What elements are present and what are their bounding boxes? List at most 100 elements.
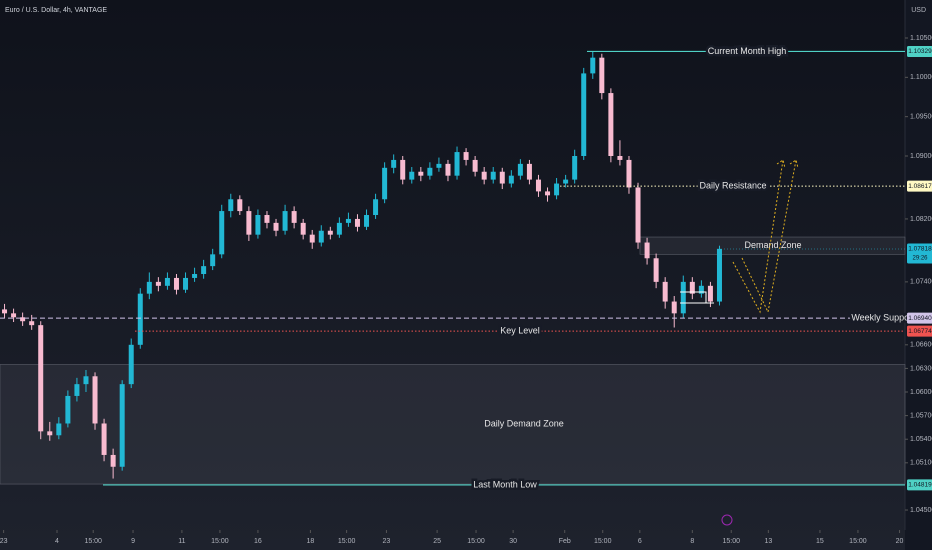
candle-body: [119, 384, 125, 467]
candle-body: [47, 431, 53, 436]
x-tick-label: 15:00: [849, 538, 867, 545]
candle-body: [508, 175, 514, 184]
candle-body: [689, 281, 695, 294]
candle-body: [318, 230, 324, 243]
x-tick-label: 15: [816, 538, 824, 545]
candle-body: [56, 423, 62, 436]
candle-body: [300, 222, 306, 235]
candle-body: [11, 313, 17, 318]
x-tick-label: 4: [55, 538, 59, 545]
candle-body: [201, 266, 207, 275]
x-tick-label: 20: [896, 538, 904, 545]
candle-body: [65, 395, 71, 424]
candle-body: [192, 274, 198, 278]
candle-body: [716, 248, 722, 302]
price-tag-label: 1.04819: [908, 482, 932, 489]
candle-body: [463, 152, 469, 160]
x-tick-label: 9: [131, 538, 135, 545]
x-tick-label: 23: [383, 538, 391, 545]
candle-body: [382, 167, 388, 200]
countdown: 29:26: [912, 256, 928, 262]
candle-body: [671, 301, 677, 314]
candle-body: [92, 376, 98, 424]
candle-body: [273, 222, 279, 231]
candle-body: [309, 234, 315, 243]
candle-body: [345, 218, 351, 223]
level-label: Key Level: [500, 325, 540, 335]
candle-body: [373, 199, 379, 216]
candle-body: [38, 325, 44, 432]
candle-body: [436, 163, 442, 168]
candle-body: [354, 218, 360, 227]
x-tick-label: 25: [433, 538, 441, 545]
price-tag-label: 1.08617: [908, 183, 932, 190]
zone-label: Demand Zone: [744, 240, 801, 250]
x-tick-label: 30: [509, 538, 517, 545]
price-tag: [907, 45, 932, 57]
y-tick-label: 1.06300: [910, 365, 932, 372]
x-tick-label: 15:00: [84, 538, 102, 545]
zone: [639, 236, 906, 255]
candle-body: [418, 171, 424, 176]
candle-body: [572, 156, 578, 180]
candle-body: [644, 242, 650, 259]
candle-body: [246, 211, 252, 235]
candle-body: [535, 179, 541, 192]
candle-body: [563, 179, 569, 184]
candle-body: [662, 281, 668, 302]
candle-body: [409, 171, 415, 180]
y-tick-label: 1.05100: [910, 460, 932, 467]
candle-body: [282, 211, 288, 231]
level-label: Daily Resistance: [699, 181, 766, 191]
candle-body: [590, 57, 596, 74]
price-tag: [907, 479, 932, 491]
candle-body: [128, 344, 134, 385]
candle-body: [219, 211, 225, 255]
candle-body: [364, 215, 370, 227]
candle-body: [164, 277, 170, 286]
y-tick-label: 1.06600: [910, 342, 932, 349]
price-tag-label: 1.06940: [908, 315, 932, 322]
x-tick-label: 13: [764, 538, 772, 545]
candle-body: [581, 73, 587, 157]
y-tick-label: 1.09500: [910, 114, 932, 121]
y-tick-label: 1.10500: [910, 35, 932, 42]
candle-body: [237, 199, 243, 212]
candle-body: [110, 454, 116, 467]
candle-body: [653, 258, 659, 282]
level-label: Last Month Low: [473, 479, 537, 489]
candle-body: [291, 211, 297, 223]
candle-body: [2, 309, 8, 314]
candle-body: [499, 171, 505, 184]
x-tick-label: 11: [178, 538, 185, 545]
price-tag: [907, 325, 932, 337]
x-tick-label: 18: [307, 538, 315, 545]
y-tick-label: 1.08200: [910, 216, 932, 223]
candle-body: [490, 171, 496, 180]
candle-body: [454, 152, 460, 176]
candle-body: [635, 187, 641, 243]
candle-body: [83, 376, 89, 385]
price-tag-label: 1.10329: [908, 48, 932, 55]
candle-body: [264, 215, 270, 223]
x-tick-label: 16: [254, 538, 262, 545]
event-icon[interactable]: [721, 514, 733, 526]
candle-body: [391, 159, 397, 168]
current-price-label: 1.07818: [908, 246, 932, 253]
x-tick-label: 15:00: [467, 538, 485, 545]
candle-body: [707, 285, 713, 302]
y-tick-label: 1.10000: [910, 74, 932, 81]
current-price-tag: [907, 243, 932, 264]
candle-body: [101, 423, 107, 455]
y-tick-label: 1.04500: [910, 507, 932, 514]
y-tick-label: 1.06000: [910, 389, 932, 396]
candle-body: [29, 321, 35, 326]
candle-body: [680, 281, 686, 314]
candle-body: [599, 57, 605, 94]
zone: [0, 364, 906, 485]
y-tick-label: 1.07400: [910, 279, 932, 286]
x-tick-label: 15:00: [211, 538, 229, 545]
level-label: Weekly Support: [851, 312, 915, 322]
y-tick-label: 1.05400: [910, 436, 932, 443]
x-tick-label: 6: [638, 538, 642, 545]
